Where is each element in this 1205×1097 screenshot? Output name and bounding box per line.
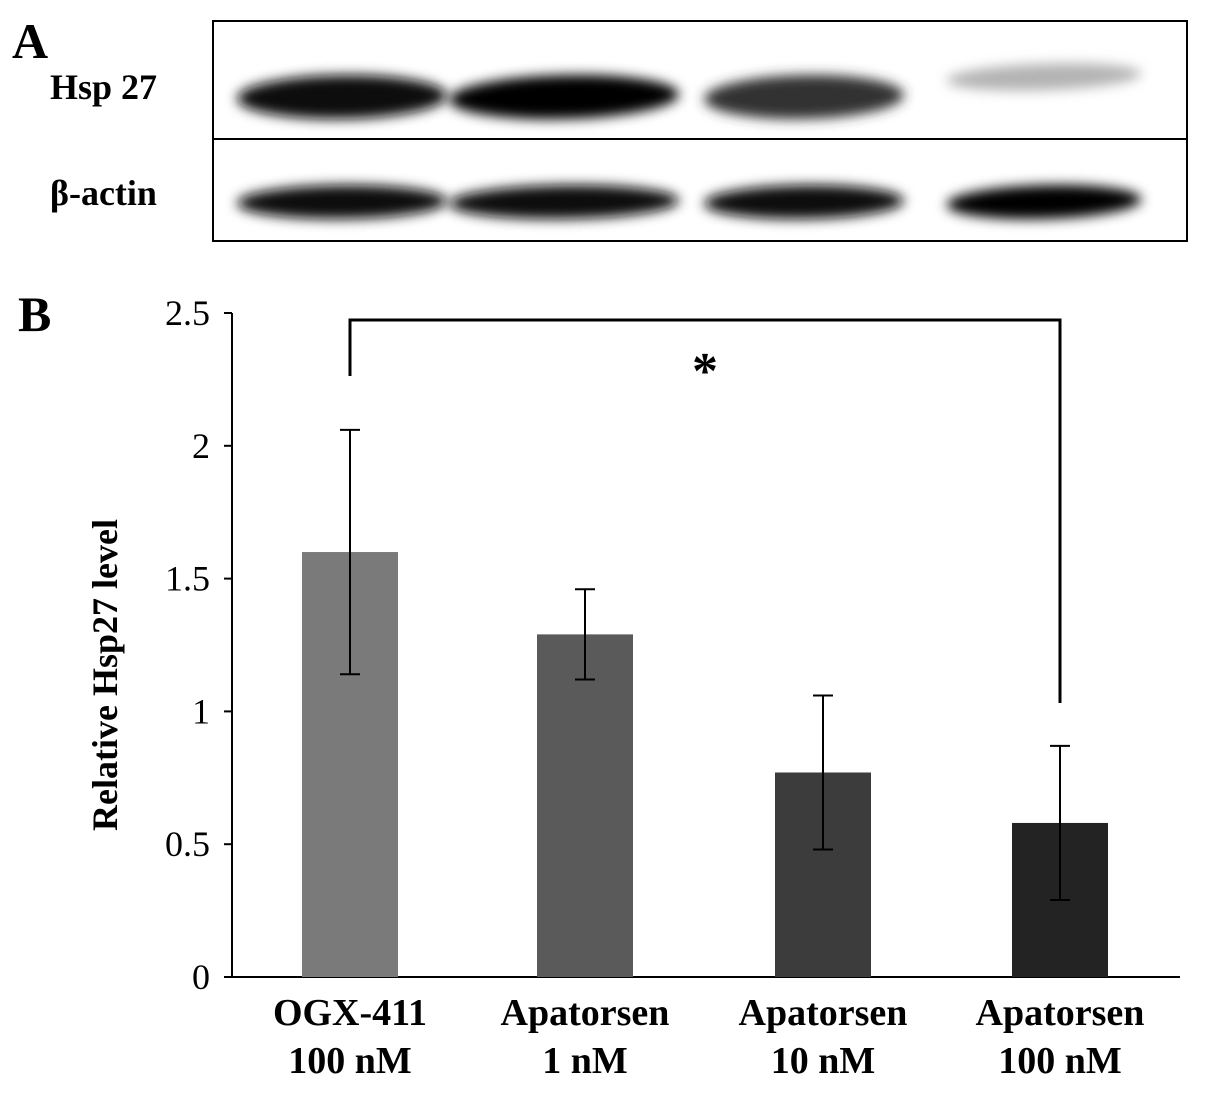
blot-row-label-hsp27: Hsp 27 <box>50 67 158 107</box>
y-tick-label: 2 <box>192 426 210 466</box>
x-category-label-3-line-2: 10 nM <box>771 1040 876 1082</box>
blot-row-label-beta-actin: β-actin <box>50 173 157 213</box>
blot-band-beta-actin-lane-3 <box>704 184 904 220</box>
y-tick-label: 1 <box>192 691 210 731</box>
blot-band-beta-actin-lane-4 <box>946 184 1142 220</box>
panel-b-letter: B <box>18 286 52 342</box>
x-category-label-3-line-1: Apatorsen <box>739 992 908 1034</box>
y-tick-label: 0.5 <box>165 824 210 864</box>
blot-band-hsp27-lane-4 <box>946 63 1142 91</box>
x-category-label-4-line-1: Apatorsen <box>976 992 1145 1034</box>
blot-band-hsp27-lane-2 <box>449 74 679 120</box>
significance-star: * <box>692 343 718 400</box>
x-category-label-1-line-1: OGX-411 <box>273 992 427 1034</box>
blot-band-hsp27-lane-3 <box>704 74 904 120</box>
x-category-label-1-line-2: 100 nM <box>288 1040 412 1082</box>
blot-band-beta-actin-lane-2 <box>449 184 679 220</box>
bar-2 <box>537 634 633 977</box>
x-category-label-2-line-2: 1 nM <box>542 1040 628 1082</box>
blot-band-beta-actin-lane-1 <box>237 184 447 220</box>
western-blot-bands <box>214 63 1186 220</box>
western-blot-image <box>212 20 1188 242</box>
y-axis-label: Relative Hsp27 level <box>85 519 125 831</box>
y-tick-label: 1.5 <box>165 559 210 599</box>
y-tick-label: 0 <box>192 957 210 997</box>
blot-band-hsp27-lane-1 <box>237 74 447 120</box>
significance-bracket <box>348 318 1062 703</box>
x-category-label-4-line-2: 100 nM <box>998 1040 1122 1082</box>
x-category-label-2-line-1: Apatorsen <box>501 992 670 1034</box>
y-tick-label: 2.5 <box>165 293 210 333</box>
panel-a-letter: A <box>12 13 49 69</box>
